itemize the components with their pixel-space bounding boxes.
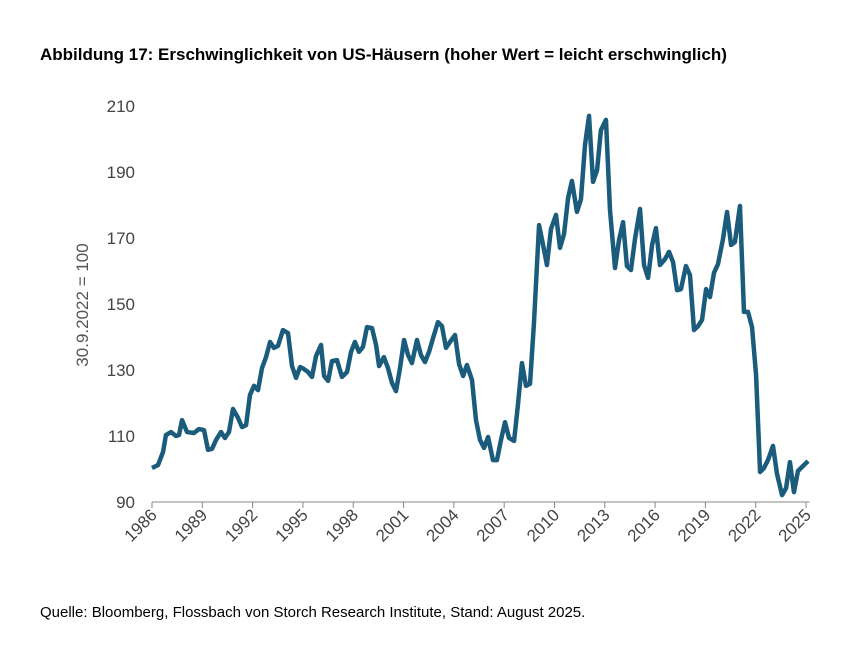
x-tick-label: 2019 <box>674 505 714 545</box>
x-tick-label: 1995 <box>272 505 312 545</box>
y-tick-label: 210 <box>107 97 135 116</box>
x-tick-label: 2004 <box>423 505 463 545</box>
x-tick-label: 2010 <box>523 505 563 545</box>
chart-title: Abbildung 17: Erschwinglichkeit von US-H… <box>40 45 727 64</box>
x-tick-label: 2022 <box>724 505 764 545</box>
source-note: Quelle: Bloomberg, Flossbach von Storch … <box>40 604 585 621</box>
x-tick-label: 2013 <box>573 505 613 545</box>
x-tick-label: 1989 <box>171 505 211 545</box>
y-tick-label: 190 <box>107 163 135 182</box>
y-tick-label: 90 <box>116 493 135 512</box>
y-tick-label: 170 <box>107 229 135 248</box>
y-axis-label: 30.9.2022 = 100 <box>73 243 92 366</box>
x-tick-label: 1998 <box>322 505 362 545</box>
y-tick-label: 150 <box>107 295 135 314</box>
x-tick-label: 2001 <box>372 505 412 545</box>
y-tick-label: 130 <box>107 361 135 380</box>
x-tick-label: 2016 <box>624 505 664 545</box>
x-tick-label: 2007 <box>473 505 513 545</box>
y-tick-label: 110 <box>108 427 135 446</box>
x-tick-label: 2025 <box>775 505 815 545</box>
data-line <box>151 113 810 498</box>
x-tick-label: 1992 <box>221 505 261 545</box>
